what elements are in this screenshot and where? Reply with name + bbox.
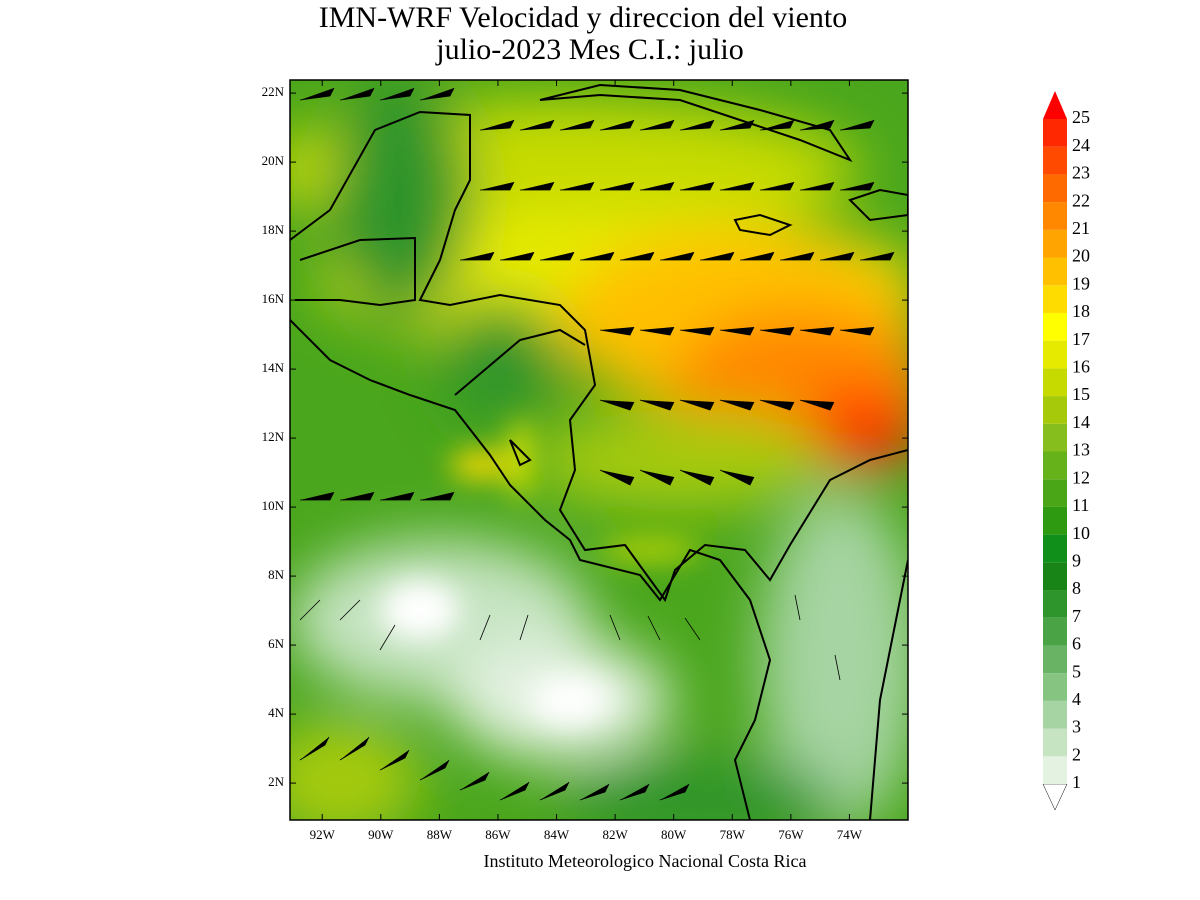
lat-tick-label: 20N: [262, 153, 285, 168]
colorbar-label: 21: [1072, 218, 1090, 238]
colorbar-label: 5: [1072, 661, 1081, 681]
colorbar-label: 23: [1072, 163, 1090, 183]
colorbar-box: [1043, 423, 1067, 452]
lon-tick-label: 82W: [602, 827, 628, 842]
colorbar-box: [1043, 229, 1067, 258]
colorbar-box: [1043, 534, 1067, 563]
colorbar-label: 17: [1072, 329, 1090, 349]
colorbar-box: [1043, 506, 1067, 535]
title-line: julio-2023 Mes C.I.: julio: [435, 33, 744, 66]
colorbar-label: 16: [1072, 357, 1090, 377]
colorbar-box: [1043, 257, 1067, 286]
coastline: [290, 83, 908, 820]
colorbar-label: 15: [1072, 384, 1090, 404]
colorbar-label: 4: [1072, 689, 1081, 709]
lon-tick-label: 88W: [427, 827, 453, 842]
colorbar-label: 3: [1072, 717, 1081, 737]
lat-tick-label: 12N: [262, 429, 285, 444]
colorbar-label: 18: [1072, 301, 1090, 321]
colorbar-box: [1043, 119, 1067, 147]
lon-tick-label: 84W: [544, 827, 570, 842]
colorbar-label: 10: [1072, 523, 1090, 543]
colorbar-box: [1043, 617, 1067, 646]
colorbar-label: 6: [1072, 634, 1081, 654]
colorbar-label: 20: [1072, 246, 1090, 266]
lon-tick-label: 76W: [778, 827, 804, 842]
lon-tick-label: 86W: [485, 827, 511, 842]
lat-tick-label: 14N: [262, 360, 285, 375]
colorbar-label: 12: [1072, 467, 1090, 487]
colorbar-label: 7: [1072, 606, 1081, 626]
colorbar-label: 14: [1072, 412, 1090, 432]
colorbar-box: [1043, 285, 1067, 313]
lon-tick-label: 80W: [661, 827, 687, 842]
colorbar-box: [1043, 645, 1067, 674]
colorbar-box: [1043, 174, 1067, 203]
lat-tick-label: 8N: [268, 567, 285, 582]
lat-tick-label: 10N: [262, 498, 285, 513]
colorbar-label: 11: [1072, 495, 1089, 515]
colorbar-box: [1043, 479, 1067, 507]
lon-tick-label: 78W: [720, 827, 746, 842]
colorbar-box: [1043, 590, 1067, 618]
lon-tick-label: 74W: [837, 827, 863, 842]
lon-tick-label: 92W: [310, 827, 336, 842]
colorbar-box: [1043, 396, 1067, 424]
lat-tick-label: 2N: [268, 774, 285, 789]
colorbar-high-end: [1043, 91, 1067, 119]
colorbar-box: [1043, 756, 1067, 784]
colorbar-box: [1043, 673, 1067, 701]
lon-tick-label: 90W: [368, 827, 394, 842]
wind-barbs: [299, 87, 895, 801]
colorbar-box: [1043, 728, 1067, 757]
colorbar-label: 1: [1072, 772, 1081, 792]
map-frame: [289, 79, 909, 821]
colorbar-label: 25: [1072, 107, 1090, 127]
colorbar-box: [1043, 451, 1067, 480]
wind-field: [290, 80, 908, 820]
lat-tick-label: 4N: [268, 705, 285, 720]
colorbar-label: 24: [1072, 135, 1090, 155]
colorbar-label: 8: [1072, 578, 1081, 598]
colorbar-box: [1043, 562, 1067, 591]
colorbar-box: [1043, 340, 1067, 369]
colorbar-box: [1043, 202, 1067, 230]
colorbar-label: 13: [1072, 440, 1090, 460]
colorbar-label: 22: [1072, 190, 1090, 210]
colorbar-label: 19: [1072, 273, 1090, 293]
lat-tick-label: 16N: [262, 291, 285, 306]
colorbar-box: [1043, 146, 1067, 175]
lat-tick-label: 22N: [262, 84, 285, 99]
lat-tick-label: 6N: [268, 636, 285, 651]
colorbar-label: 9: [1072, 550, 1081, 570]
footer: Instituto Meteorologico Nacional Costa R…: [484, 851, 807, 871]
title-line: IMN-WRF Velocidad y direccion del viento: [319, 1, 848, 34]
lat-tick-label: 18N: [262, 222, 285, 237]
colorbar-box: [1043, 312, 1067, 341]
colorbar-box: [1043, 700, 1067, 729]
colorbar-box: [1043, 368, 1067, 397]
colorbar-low-end: [1042, 783, 1068, 811]
colorbar-label: 2: [1072, 744, 1081, 764]
